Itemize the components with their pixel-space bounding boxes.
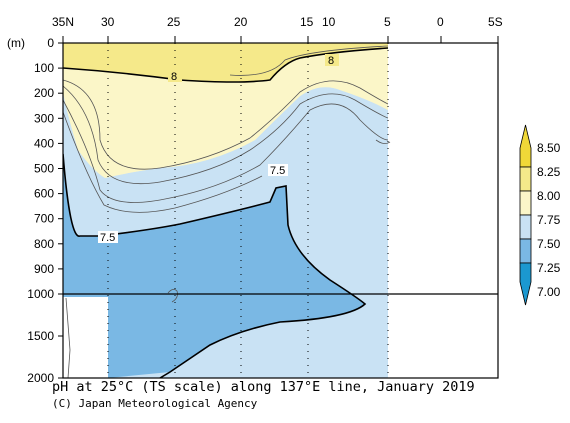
region-yellow-top [63,43,388,82]
contour-thin-6 [375,139,391,144]
colorbar: 8.50 8.25 8.00 7.75 7.50 7.25 7.00 [519,124,561,306]
region-mid-blue [63,154,365,378]
contour-8-00 [63,47,389,83]
y-tick-1500: 1500 [27,329,54,343]
y-tick-300: 300 [34,111,54,125]
contour-thin-2 [63,85,389,185]
chart-credit: (C) Japan Meteorological Agency [52,397,258,410]
y-tick-1000: 1000 [27,287,54,301]
x-tick-5: 5 [384,15,391,29]
colorbar-swatch-4 [519,238,532,264]
region-left-white [63,298,108,378]
y-tick-labels: 0 100 200 300 400 500 600 700 800 900 1000 1500 2000 [27,36,54,385]
x-tick-0: 0 [437,15,444,29]
colorbar-level-1: 8.25 [537,165,561,179]
x-tick-35n: 35N [52,15,74,29]
contour-thin-1 [63,79,389,170]
region-cream-upper [63,48,388,178]
y-tick-marks [58,42,63,379]
filled-regions [63,43,388,378]
x-tick-marks [62,36,499,43]
y-tick-400: 400 [34,136,54,150]
contour-thin-8 [167,289,178,303]
contour-thin-3 [63,99,389,203]
y-tick-800: 800 [34,237,54,251]
plot-frame [62,42,499,379]
contour-labels: 8 8 7.5 7.5 [98,54,339,244]
colorbar-swatch-3 [519,214,532,240]
x-tick-15: 15 [300,15,314,29]
chart-caption: pH at 25°C (TS scale) along 137°E line, … [52,379,475,395]
y-tick-0: 0 [47,36,54,50]
colorbar-swatch-2 [519,190,532,216]
colorbar-level-5: 7.25 [537,261,561,275]
x-tick-labels: 35N 30 25 20 15 10 5 0 5S [52,15,503,29]
y-tick-200: 200 [34,86,54,100]
contour-thin-7 [65,297,71,378]
colorbar-swatch-1 [519,166,532,192]
colorbar-level-3: 7.75 [537,213,561,227]
colorbar-swatch-5 [519,262,532,306]
y-tick-900: 900 [34,262,54,276]
y-tick-600: 600 [34,187,54,201]
y-unit-label: (m) [7,36,25,50]
colorbar-swatches [519,124,532,306]
colorbar-level-4: 7.50 [537,237,561,251]
x-tick-25: 25 [167,15,181,29]
contour-thin-5 [229,45,389,76]
y-tick-100: 100 [34,61,54,75]
x-tick-5s: 5S [488,15,503,29]
colorbar-swatch-0 [519,124,532,168]
y-tick-2000: 2000 [27,371,54,385]
contour-label-8-left: 8 [171,71,177,83]
colorbar-labels: 8.50 8.25 8.00 7.75 7.50 7.25 7.00 [537,141,561,299]
contour-label-7-5-left: 7.5 [100,232,115,244]
contour-label-7-5-mid: 7.5 [270,165,285,177]
y-tick-500: 500 [34,162,54,176]
colorbar-level-0: 8.50 [537,141,561,155]
colorbar-level-6: 7.00 [537,285,561,299]
contour-label-8-right: 8 [328,55,334,67]
x-tick-30: 30 [101,15,115,29]
y-tick-700: 700 [34,212,54,226]
contour-thin-4 [63,111,263,213]
x-tick-10: 10 [322,15,336,29]
x-tick-20: 20 [234,15,248,29]
colorbar-level-2: 8.00 [537,189,561,203]
